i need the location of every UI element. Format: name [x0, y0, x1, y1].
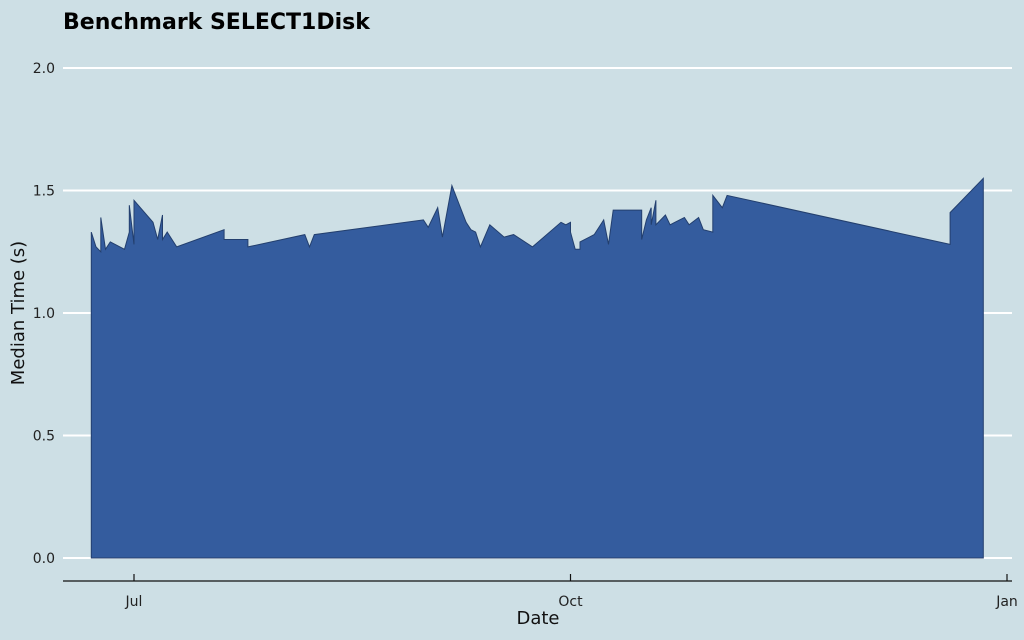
y-tick-label: 1.5: [33, 184, 55, 200]
y-tick-label: 0.5: [33, 429, 55, 445]
x-axis-ticks: Jul Oct Jan: [125, 574, 1018, 610]
chart-title: Benchmark SELECT1Disk: [63, 10, 371, 35]
y-tick-label: 1.0: [33, 306, 55, 322]
area-series-path: [90, 177, 984, 559]
y-tick-label: 2.0: [33, 61, 55, 77]
series-area: [90, 177, 984, 559]
y-axis-title: Median Time (s): [8, 241, 29, 385]
y-tick-label: 0.0: [33, 551, 55, 567]
x-tick-label: Oct: [558, 594, 583, 610]
x-tick-label: Jan: [995, 594, 1018, 610]
x-tick-label: Jul: [125, 594, 143, 610]
y-axis-ticks: 0.0 0.5 1.0 1.5 2.0: [33, 61, 55, 567]
x-axis-title: Date: [516, 608, 559, 629]
